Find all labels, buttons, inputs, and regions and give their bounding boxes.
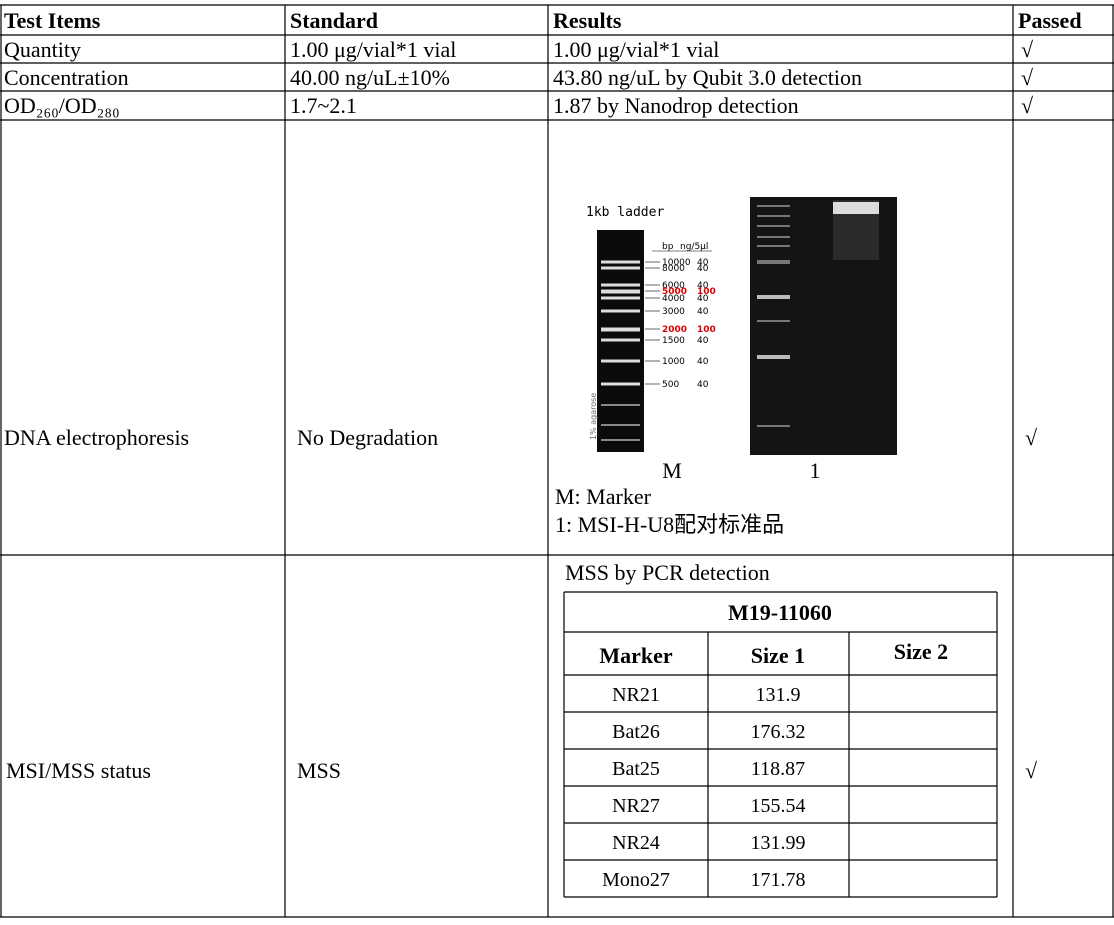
ladder-ng: 100	[697, 325, 716, 335]
test-item: OD₂₆₀/OD₂₈₀	[4, 93, 120, 118]
ladder-band	[601, 404, 640, 406]
header-cell: Test Items	[4, 8, 101, 33]
ladder-band	[601, 359, 640, 363]
test-item: MSI/MSS status	[6, 758, 151, 783]
ladder-ng: 40	[697, 357, 709, 367]
gel-band	[757, 236, 790, 238]
standard: MSS	[297, 758, 341, 783]
passed: √	[1021, 37, 1034, 62]
ladder-ng: 40	[697, 264, 709, 274]
result: 1.87 by Nanodrop detection	[553, 93, 799, 118]
ladder-band	[601, 382, 640, 386]
ladder-band	[601, 283, 640, 287]
passed: √	[1021, 93, 1034, 118]
marker-header: Size 2	[894, 639, 948, 664]
gel-band	[757, 215, 790, 217]
ladder-ng: 40	[697, 281, 709, 291]
ladder-bp: 1000	[662, 357, 685, 367]
gel-band	[757, 225, 790, 227]
ladder-title: 1kb ladder	[586, 205, 664, 220]
gel-band	[757, 205, 790, 207]
lane-label: 1	[810, 458, 821, 483]
ladder-band	[601, 309, 640, 313]
standard: 1.7~2.1	[290, 93, 357, 118]
result: 43.80 ng/uL by Qubit 3.0 detection	[553, 65, 862, 90]
test-item: DNA electrophoresis	[4, 425, 189, 450]
marker-cell: 118.87	[751, 758, 805, 780]
ladder-band	[601, 424, 640, 426]
ladder-bp: 4000	[662, 294, 685, 304]
marker-cell: Mono27	[602, 869, 670, 891]
passed: √	[1025, 425, 1038, 450]
ladder-ng: 40	[697, 258, 709, 268]
ladder-bp: 1500	[662, 336, 685, 346]
standard: 40.00 ng/uL±10%	[290, 65, 450, 90]
ladder-ng: 100	[697, 287, 716, 297]
gel-band	[757, 320, 790, 322]
standard: 1.00 μg/vial*1 vial	[290, 37, 456, 62]
pcr-caption: MSS by PCR detection	[565, 560, 770, 585]
marker-cell: Bat26	[612, 721, 660, 743]
marker-cell: 171.78	[751, 869, 806, 891]
gel-band	[757, 355, 790, 359]
gel-band	[757, 245, 790, 247]
header-cell: Passed	[1018, 8, 1082, 33]
test-item: Quantity	[4, 37, 81, 62]
lane-label: M	[662, 458, 682, 483]
gel-band	[757, 295, 790, 299]
ladder-col: ng/5µl	[680, 242, 708, 252]
ladder-bp: 2000	[662, 325, 687, 335]
ladder-band	[601, 338, 640, 342]
ladder-bp: 500	[662, 380, 679, 390]
ladder-band	[601, 289, 640, 294]
header-cell: Standard	[290, 8, 378, 33]
result: 1.00 μg/vial*1 vial	[553, 37, 719, 62]
ladder-bp: 6000	[662, 281, 685, 291]
ladder-bp: 3000	[662, 307, 685, 317]
marker-cell: 155.54	[751, 795, 806, 817]
marker-header: Marker	[599, 643, 673, 668]
ladder-bp: 10000	[662, 258, 691, 268]
marker-cell: NR21	[612, 684, 660, 706]
marker-cell: 131.9	[756, 684, 801, 706]
marker-header: Size 1	[751, 643, 805, 668]
gel-band	[757, 260, 790, 264]
ladder-band	[601, 439, 640, 441]
marker-cell: Bat25	[612, 758, 660, 780]
ladder-band	[601, 266, 640, 270]
passed: √	[1025, 758, 1038, 783]
ladder-bp: 8000	[662, 264, 685, 274]
sample-id: M19-11060	[728, 600, 832, 625]
gel-band	[757, 425, 790, 427]
ladder-band	[601, 260, 640, 264]
standard: No Degradation	[297, 425, 438, 450]
ladder-col: bp	[662, 242, 674, 252]
test-item: Concentration	[4, 65, 129, 90]
gel-band	[833, 202, 879, 214]
marker-cell: NR24	[612, 832, 660, 854]
header-cell: Results	[553, 8, 622, 33]
gel-legend: 1: MSI-H-U8配对标准品	[555, 512, 784, 537]
marker-cell: NR27	[612, 795, 660, 817]
marker-cell: 176.32	[751, 721, 806, 743]
ladder-ng: 40	[697, 336, 709, 346]
ladder-band	[601, 296, 640, 300]
marker-cell: 131.99	[751, 832, 806, 854]
gel-note: 1% agarose	[589, 393, 598, 440]
ladder-ng: 40	[697, 294, 709, 304]
passed: √	[1021, 65, 1034, 90]
gel-legend: M: Marker	[555, 484, 652, 509]
ladder-bp: 5000	[662, 287, 687, 297]
ladder-ng: 40	[697, 380, 709, 390]
ladder-ng: 40	[697, 307, 709, 317]
ladder-band	[601, 327, 640, 332]
